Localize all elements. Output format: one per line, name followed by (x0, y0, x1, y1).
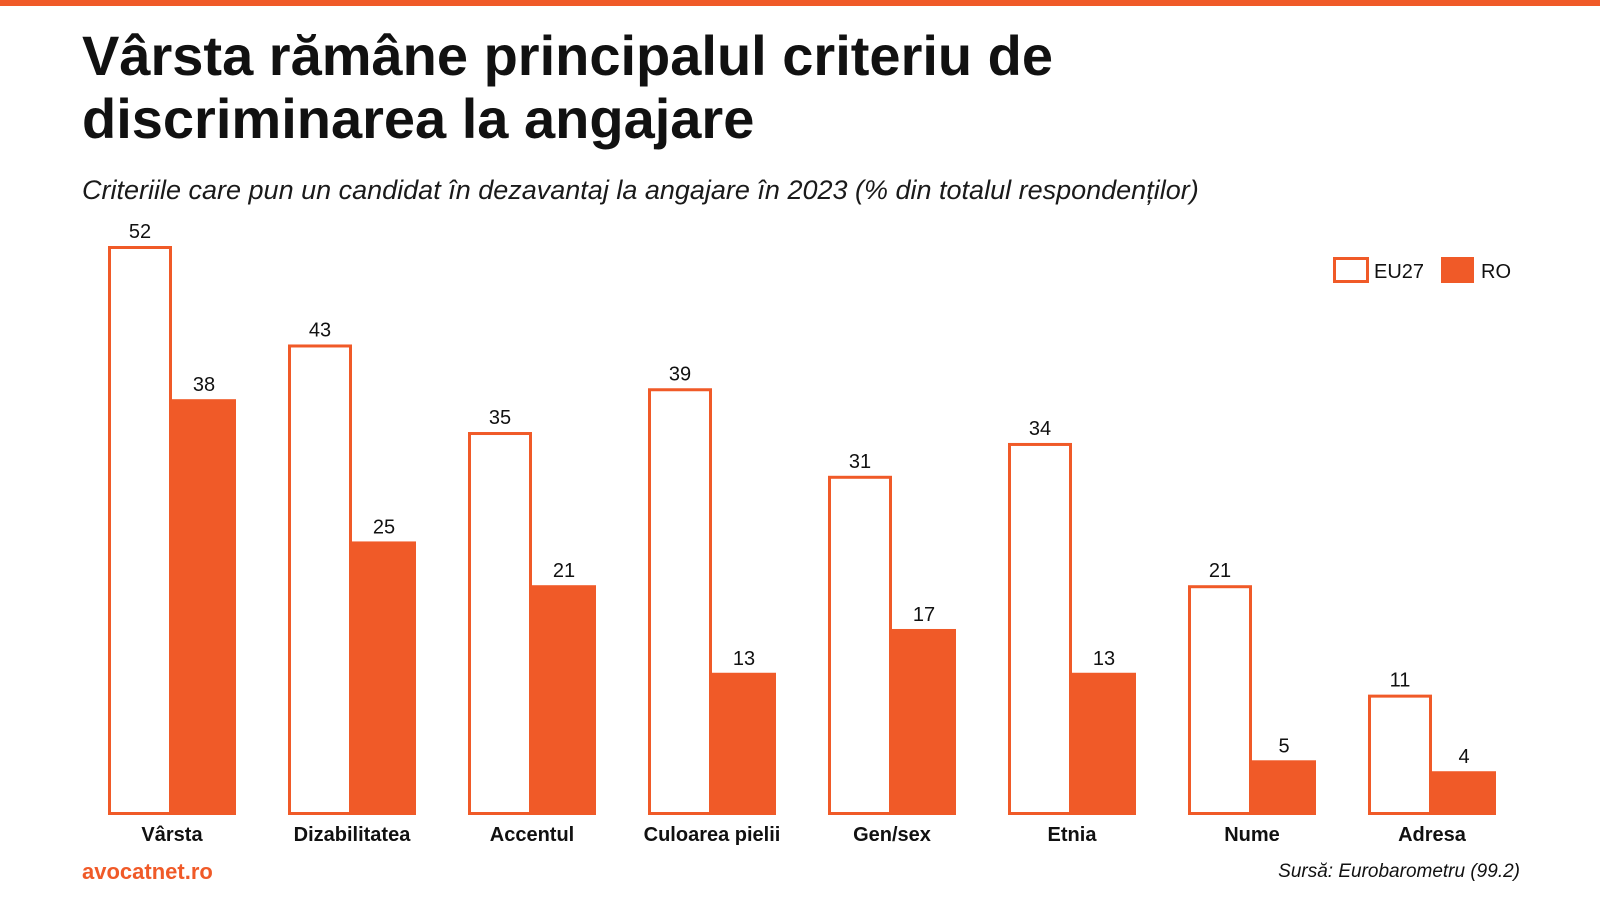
bar-eu27-gen-sex (828, 475, 892, 815)
bar-ro-etnia (1072, 672, 1136, 815)
bar-eu27-varsta (108, 246, 172, 815)
bar-eu27-dizabilitatea (288, 344, 352, 815)
labels-layer: 52 38 Vârsta 43 25 Dizabilitatea 35 21 Accentul 3… (129, 221, 1470, 846)
category-label-varsta: Vârsta (141, 824, 203, 846)
chart-legend: EU27 RO (1333, 257, 1511, 283)
chart-title: Vârsta rămâne principalul criteriu de di… (82, 24, 1054, 150)
category-label-nume: Nume (1224, 824, 1280, 846)
data-label-eu27-accentul: 35 (489, 407, 511, 429)
bar-ro-culoarea-pielii (712, 672, 776, 815)
data-label-eu27-nume: 21 (1209, 560, 1231, 582)
legend-swatch-eu27 (1333, 257, 1369, 283)
data-label-eu27-culoarea-pielii: 39 (669, 363, 691, 385)
data-label-ro-adresa: 4 (1458, 746, 1469, 768)
data-label-ro-nume: 5 (1278, 735, 1289, 757)
category-label-accentul: Accentul (490, 824, 574, 846)
data-label-eu27-etnia: 34 (1029, 418, 1051, 440)
bar-ro-adresa (1432, 771, 1496, 815)
data-label-eu27-adresa: 11 (1390, 670, 1411, 692)
bars-layer (108, 246, 1496, 816)
bar-eu27-culoarea-pielii (648, 388, 712, 815)
bar-ro-varsta (172, 399, 236, 815)
data-label-ro-varsta: 38 (193, 374, 215, 396)
category-label-gen-sex: Gen/sex (853, 824, 931, 846)
data-label-eu27-dizabilitatea: 43 (309, 319, 331, 341)
data-label-ro-culoarea-pielii: 13 (733, 648, 755, 670)
category-label-dizabilitatea: Dizabilitatea (294, 824, 412, 846)
category-label-culoarea-pielii: Culoarea pielii (644, 824, 781, 846)
data-label-ro-etnia: 13 (1093, 648, 1115, 670)
bar-ro-nume (1252, 760, 1316, 815)
bar-eu27-adresa (1368, 694, 1432, 816)
data-label-eu27-varsta: 52 (129, 221, 151, 243)
category-label-adresa: Adresa (1398, 824, 1467, 846)
data-label-ro-accentul: 21 (553, 560, 575, 582)
data-label-ro-gen-sex: 17 (913, 604, 935, 626)
legend-swatch-ro (1441, 257, 1474, 283)
bar-eu27-nume (1188, 585, 1252, 816)
legend-label-ro: RO (1481, 261, 1511, 283)
data-label-eu27-gen-sex: 31 (849, 451, 871, 473)
bar-ro-dizabilitatea (352, 541, 416, 815)
source-note: Sursă: Eurobarometru (99.2) (1278, 861, 1520, 882)
top-accent-bar (0, 0, 1600, 6)
brand-logo-text: avocatnet.ro (82, 859, 213, 884)
data-label-ro-dizabilitatea: 25 (373, 516, 395, 538)
bar-ro-accentul (532, 585, 596, 815)
chart-subtitle: Criteriile care pun un candidat în dezav… (82, 175, 1199, 205)
bar-eu27-etnia (1008, 442, 1072, 815)
legend-label-eu27: EU27 (1374, 261, 1424, 283)
bar-ro-gen-sex (892, 628, 956, 815)
bar-eu27-accentul (468, 432, 532, 815)
category-label-etnia: Etnia (1048, 824, 1098, 846)
